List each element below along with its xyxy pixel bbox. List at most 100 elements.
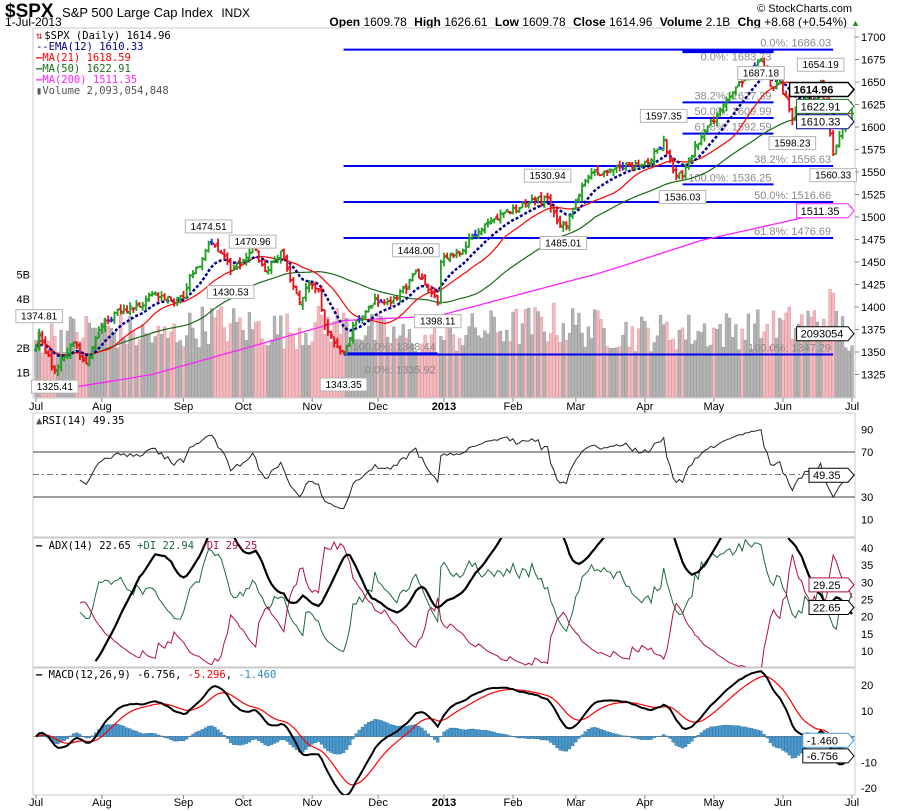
- macd-histogram-bar: [674, 736, 678, 746]
- macd-histogram-bar: [608, 732, 612, 737]
- volume-bar: [166, 338, 170, 398]
- price-tick-label: 1450: [861, 257, 885, 269]
- volume-bar: [458, 338, 462, 398]
- ohlc-bar: [297, 290, 302, 306]
- volume-bar: [624, 321, 628, 398]
- rsi-tick-label: 30: [861, 492, 873, 504]
- volume-bar: [492, 316, 496, 398]
- macd-histogram-bar: [718, 725, 722, 737]
- volume-bar: [649, 351, 653, 398]
- ohlc-bar: [551, 205, 556, 218]
- ohlc-bar: [281, 248, 286, 260]
- volume-bar: [815, 321, 820, 398]
- volume-bar: [809, 316, 813, 398]
- macd-histogram-bar: [743, 726, 747, 737]
- pivot-callout: 1374.81: [15, 309, 63, 324]
- macd-histogram-bar: [310, 736, 314, 745]
- value-tag-group: 2093054: [796, 326, 855, 342]
- volume-bar: [731, 337, 735, 398]
- ohlc-bar: [300, 296, 305, 311]
- adx-tick-label: 35: [861, 560, 873, 572]
- value-tag-group: 49.35: [808, 467, 855, 483]
- volume-bar: [134, 345, 139, 398]
- macd-histogram-bar: [411, 724, 415, 737]
- pivot-box: [391, 243, 440, 258]
- ohlc-bar: [617, 160, 622, 172]
- ohlc-bar: [432, 287, 437, 299]
- volume-bar: [65, 330, 70, 398]
- value-tags: 1622.91 1610.33 1614.96 1511.35 2093054 49.35…: [788, 81, 855, 764]
- macd-histogram-bar: [197, 730, 201, 737]
- volume-bar: [219, 306, 223, 398]
- value-tag: [808, 467, 855, 483]
- macd-histogram-bar: [640, 736, 644, 740]
- macd-histogram-bar: [549, 736, 553, 743]
- macd-histogram-bar: [373, 719, 377, 737]
- macd-histogram-bar: [734, 725, 738, 737]
- ohlc-bar: [59, 356, 64, 372]
- volume-bar: [768, 346, 773, 398]
- macd-histogram-bar: [724, 724, 729, 737]
- macd-histogram-bar: [467, 728, 471, 737]
- volume-bar: [589, 338, 594, 398]
- value-tag-group: -1.460: [802, 732, 855, 748]
- volume-bar: [483, 330, 487, 398]
- macd-histogram-bar: [141, 733, 145, 737]
- ohlc-bar: [715, 112, 720, 127]
- pivot-box: [413, 314, 462, 329]
- line-icon: –: [36, 669, 43, 681]
- value-tag-group: 1511.35: [796, 203, 855, 219]
- volume-bar: [627, 346, 631, 398]
- value-tag: [796, 98, 855, 114]
- macd-histogram-bar: [228, 736, 233, 743]
- volume-bar: [781, 320, 785, 398]
- macd-histogram-bar: [611, 733, 616, 737]
- volume-bar: [828, 289, 832, 398]
- macd-histogram-bar: [454, 727, 459, 737]
- macd-histogram-bar: [72, 733, 76, 737]
- volume-bar: [345, 318, 349, 398]
- macd-histogram-bar: [665, 735, 669, 737]
- macd-histogram-bar: [505, 734, 509, 737]
- ohlc-bar: [573, 198, 578, 210]
- macd-histogram-bar: [593, 727, 597, 737]
- legend: ⇅ $SPX (Daily) 1614.96 --EMA(12) 1610.33 …: [36, 30, 171, 97]
- volume-bar: [244, 340, 248, 398]
- minus-di-line: [79, 540, 853, 667]
- line-icon: –: [36, 540, 43, 552]
- pivot-label: 1448.00: [398, 246, 435, 257]
- pivot-box: [206, 285, 255, 300]
- pivot-callout: 1536.03: [658, 190, 707, 205]
- volume-bar: [467, 326, 471, 398]
- macd-histogram-bar: [753, 729, 757, 737]
- fib-label-group: 0.0%: 1683.73: [701, 52, 772, 64]
- macd-histogram-bar: [508, 735, 512, 737]
- ohlc-bar: [212, 243, 217, 248]
- macd-histogram-bar: [90, 735, 95, 737]
- ohlc-bar: [420, 273, 425, 281]
- volume-bar: [112, 332, 117, 398]
- volume-bar: [687, 314, 691, 398]
- ohlc-bar: [118, 304, 123, 315]
- close-label: Close: [573, 15, 606, 29]
- adx-tick-label: 30: [861, 577, 873, 589]
- volume-bar: [147, 333, 151, 398]
- month-label: Nov: [302, 797, 322, 809]
- ohlc-bar: [407, 278, 412, 291]
- volume-bar: [310, 341, 314, 398]
- macd-signal-line: [35, 675, 853, 786]
- pivot-label: 1470.96: [234, 237, 271, 248]
- rsi-lines: [33, 429, 855, 510]
- adx-line: [94, 538, 853, 662]
- macd-histogram-bar: [436, 736, 440, 743]
- volume-bar: [505, 330, 509, 398]
- macd-histogram-bar: [329, 736, 333, 753]
- ohlc-bar: [329, 330, 334, 339]
- volume-tick-label: 5B: [17, 270, 30, 282]
- value-tag: [796, 326, 855, 342]
- ohlc-bar: [517, 206, 522, 213]
- macd-histogram-bar: [341, 736, 346, 753]
- macd-histogram-bar: [128, 728, 132, 737]
- macd-histogram-bar: [731, 725, 735, 737]
